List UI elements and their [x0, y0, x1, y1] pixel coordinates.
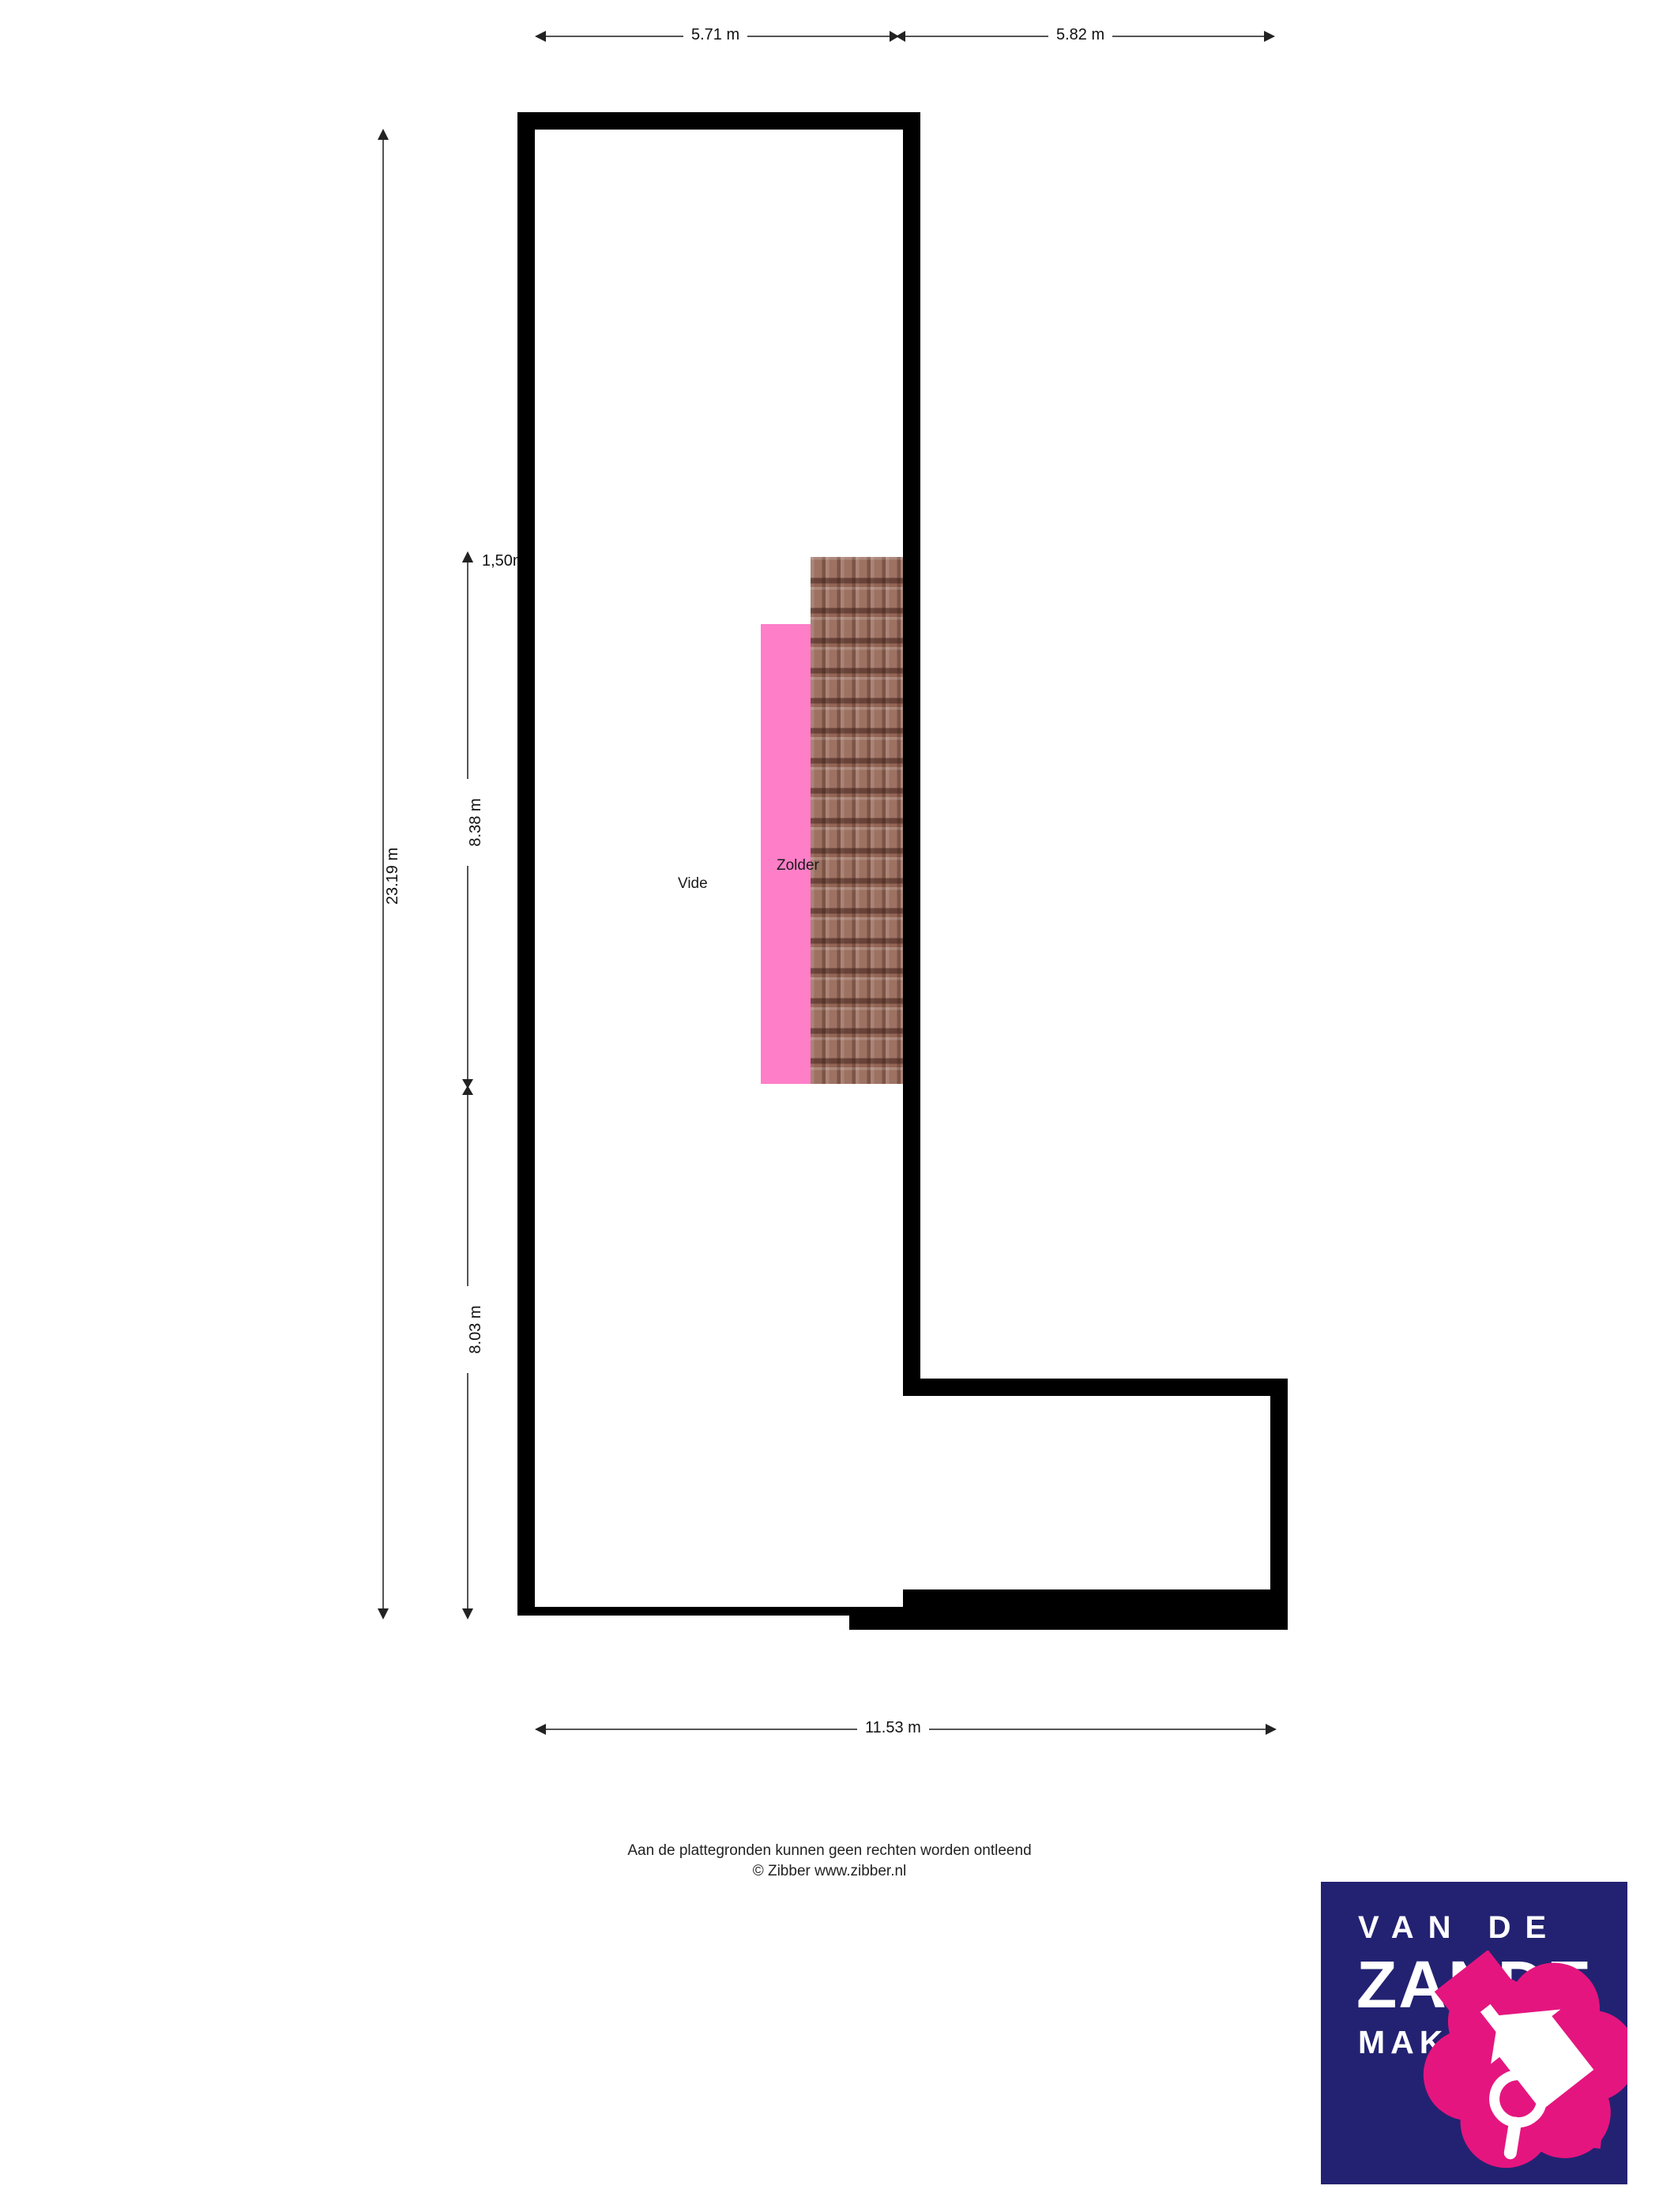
- dimension-label-inner-lower: 8.03 m: [467, 1286, 484, 1373]
- dimension-arrow-top-right-end: [1264, 31, 1275, 42]
- dimension-arrow-top-left-start: [535, 31, 546, 42]
- dimension-tick-inner-middle-b: [462, 1085, 473, 1095]
- footer-copyright: © Zibber www.zibber.nl: [752, 1863, 907, 1879]
- dimension-arrow-inner-lower-bottom: [462, 1608, 473, 1620]
- dimension-line-left-total: [382, 138, 384, 1612]
- interior-bottom-notch: [535, 1396, 865, 1589]
- dimension-label-bottom: 11.53 m: [857, 1719, 929, 1736]
- dimension-label-left-total: 23.19 m: [384, 829, 401, 924]
- logo-line-van-de: VAN DE: [1358, 1910, 1561, 1945]
- roof-tiles-region: [811, 557, 903, 1084]
- dimension-tick-top-middle-b: [896, 31, 905, 42]
- dimension-label-inner-upper: 8.38 m: [467, 779, 484, 866]
- dimension-label-top-left: 5.71 m: [683, 26, 748, 43]
- height-note-arrow: [462, 551, 473, 562]
- dimension-arrow-bottom-start: [535, 1724, 546, 1735]
- room-label-vide: Vide: [678, 875, 708, 892]
- company-logo[interactable]: VAN DE ZANDE MAKELAARDIJ: [1321, 1882, 1627, 2184]
- house-magnifier-icon: [1423, 1951, 1627, 2169]
- dimension-arrow-left-total-top: [378, 129, 389, 140]
- dimension-label-top-right: 5.82 m: [1048, 26, 1113, 43]
- room-zolder-fill[interactable]: [761, 624, 811, 1084]
- dimension-arrow-left-total-bottom: [378, 1608, 389, 1620]
- footer-disclaimer: Aan de plattegronden kunnen geen rechten…: [627, 1842, 1032, 1859]
- room-label-zolder: Zolder: [777, 857, 819, 874]
- dimension-arrow-bottom-end: [1266, 1724, 1277, 1735]
